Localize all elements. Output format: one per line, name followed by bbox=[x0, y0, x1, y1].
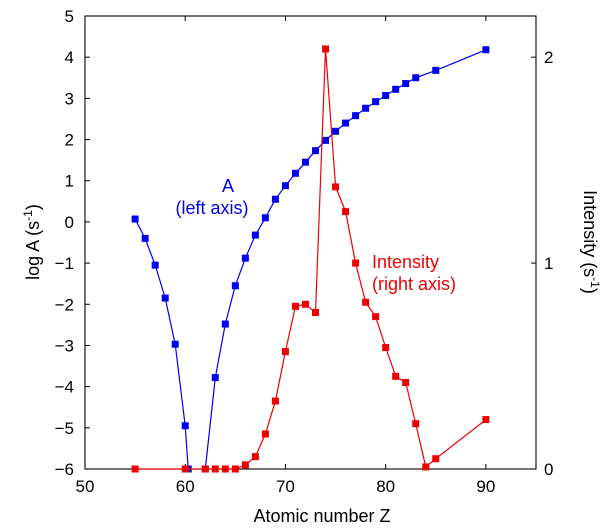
a-series-point bbox=[392, 85, 400, 93]
series-group bbox=[131, 45, 490, 473]
y-left-label-main: log A (s bbox=[23, 221, 43, 280]
a-series-point bbox=[221, 320, 229, 328]
a-series-point bbox=[482, 46, 490, 54]
y-left-tick-label: 5 bbox=[65, 7, 74, 26]
intensity-series-point bbox=[291, 302, 299, 310]
a-series-point bbox=[131, 215, 139, 223]
annotation-a-line1: A bbox=[222, 176, 234, 196]
intensity-series-point bbox=[422, 463, 430, 471]
a-series-point bbox=[151, 261, 159, 269]
x-axis-label: Atomic number Z bbox=[253, 506, 390, 526]
intensity-series-point bbox=[241, 461, 249, 469]
x-tick-label: 50 bbox=[76, 477, 95, 496]
intensity-series-point bbox=[251, 453, 259, 461]
a-series-point bbox=[291, 169, 299, 177]
a-series-point bbox=[281, 182, 289, 190]
a-series-point bbox=[261, 214, 269, 222]
a-series-point bbox=[211, 374, 219, 382]
y-left-tick-label: −2 bbox=[55, 295, 74, 314]
y-right-label-sup: -1 bbox=[588, 277, 602, 288]
annotation-a-line2: (left axis) bbox=[175, 198, 248, 218]
a-series-point bbox=[301, 158, 309, 166]
intensity-series-point bbox=[201, 465, 209, 473]
a-series-point bbox=[372, 98, 380, 106]
y-left-axis-label: log A (s-1) bbox=[21, 204, 43, 280]
a-series-point bbox=[342, 119, 350, 127]
annotation-a-left-axis: A (left axis) bbox=[175, 176, 248, 218]
y-left-label-suffix: ) bbox=[23, 204, 43, 210]
a-series-point bbox=[271, 195, 279, 203]
a-series-point bbox=[231, 282, 239, 290]
intensity-series-point bbox=[402, 379, 410, 387]
a-series-point bbox=[181, 422, 189, 430]
y-left-tick-label: 2 bbox=[65, 131, 74, 150]
plot-frame bbox=[84, 15, 537, 470]
a-series-point bbox=[312, 147, 320, 155]
intensity-series-point bbox=[392, 372, 400, 380]
y-left-tick-label: 4 bbox=[65, 48, 74, 67]
intensity-series-point bbox=[372, 313, 380, 321]
x-tick-label: 60 bbox=[176, 477, 195, 496]
a-series-point bbox=[251, 231, 259, 239]
a-series-point bbox=[382, 91, 390, 99]
intensity-series-point bbox=[432, 455, 440, 463]
annotation-intensity-right-axis: Intensity (right axis) bbox=[372, 252, 456, 294]
intensity-series-point bbox=[322, 45, 330, 53]
intensity-series-point bbox=[382, 344, 390, 352]
axes-frame bbox=[84, 15, 537, 470]
a-series-point bbox=[322, 136, 330, 144]
y-left-tick-label: −6 bbox=[55, 460, 74, 479]
a-series-point bbox=[332, 127, 340, 135]
y-right-tick-label: 0 bbox=[544, 460, 553, 479]
y-left-tick-label: 0 bbox=[65, 213, 74, 232]
y-right-axis-label: Intensity (s-1) bbox=[580, 190, 602, 294]
intensity-series-point bbox=[221, 465, 229, 473]
intensity-series-point bbox=[362, 298, 370, 306]
a-series-point bbox=[171, 340, 179, 348]
intensity-series-point bbox=[231, 465, 239, 473]
intensity-series-point bbox=[281, 348, 289, 356]
y-left-tick-label: −5 bbox=[55, 419, 74, 438]
a-series-point bbox=[352, 112, 360, 120]
intensity-series-point bbox=[261, 430, 269, 438]
y-left-tick-label: −1 bbox=[55, 254, 74, 273]
a-series-point bbox=[432, 66, 440, 74]
annotation-intensity-line1: Intensity bbox=[372, 252, 439, 272]
y-right-label-main: Intensity (s bbox=[580, 190, 600, 277]
intensity-series-point bbox=[211, 465, 219, 473]
intensity-series-point bbox=[181, 465, 189, 473]
a-series-point bbox=[161, 294, 169, 302]
intensity-series-point bbox=[131, 465, 139, 473]
intensity-series-point bbox=[412, 420, 420, 428]
x-tick-label: 70 bbox=[276, 477, 295, 496]
y-left-tick-label: 3 bbox=[65, 89, 74, 108]
a-series-point bbox=[141, 234, 149, 242]
y-left-tick-label: 1 bbox=[65, 172, 74, 191]
intensity-series-point bbox=[312, 309, 320, 317]
y-left-tick-label: −4 bbox=[55, 378, 74, 397]
a-series-point bbox=[241, 254, 249, 262]
intensity-series-point bbox=[271, 397, 279, 405]
annotation-intensity-line2: (right axis) bbox=[372, 274, 456, 294]
x-tick-label: 80 bbox=[376, 477, 395, 496]
a-series-point bbox=[402, 80, 410, 88]
a-series-point bbox=[412, 74, 420, 82]
a-series-point bbox=[362, 104, 370, 112]
intensity-series-point bbox=[301, 300, 309, 308]
x-tick-label: 90 bbox=[476, 477, 495, 496]
y-right-tick-label: 1 bbox=[544, 254, 553, 273]
a-series-line bbox=[134, 218, 189, 470]
intensity-series-point bbox=[482, 416, 490, 424]
intensity-series-point bbox=[342, 208, 350, 216]
y-left-tick-label: −3 bbox=[55, 336, 74, 355]
intensity-series-point bbox=[332, 183, 340, 191]
series-layer bbox=[131, 45, 490, 473]
y-left-label-sup: -1 bbox=[21, 210, 35, 221]
intensity-series-point bbox=[352, 259, 360, 267]
y-right-tick-label: 2 bbox=[544, 48, 553, 67]
y-right-label-suffix: ) bbox=[580, 288, 600, 294]
